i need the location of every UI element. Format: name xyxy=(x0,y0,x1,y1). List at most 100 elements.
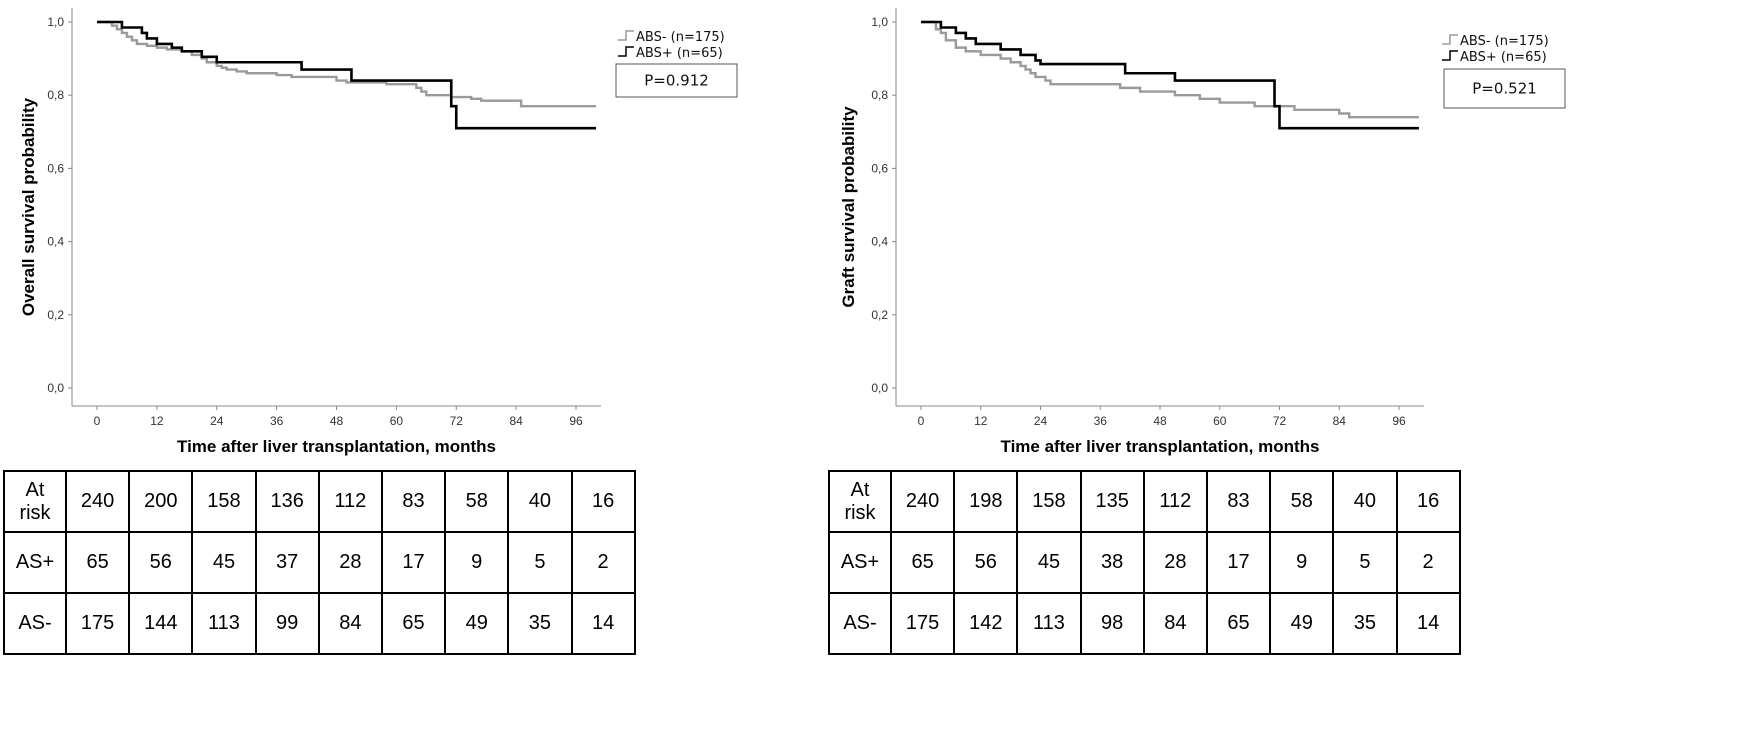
risk-cell: 40 xyxy=(1332,470,1398,533)
row-label: At risk xyxy=(3,470,67,533)
risk-cell: 112 xyxy=(1142,470,1208,533)
risk-cell: 175 xyxy=(64,592,131,655)
x-tick-label: 72 xyxy=(450,414,464,428)
row-label: AS+ xyxy=(3,531,67,594)
legend-label: ABS+ (n=65) xyxy=(1460,50,1547,65)
risk-cell: 38 xyxy=(1079,531,1145,594)
legend-swatch xyxy=(1442,50,1458,61)
y-tick-label: 0,6 xyxy=(47,161,64,175)
row-label: At risk xyxy=(828,470,892,533)
y-tick-label: 0,2 xyxy=(871,308,888,322)
legend-label: ABS+ (n=65) xyxy=(636,46,723,61)
risk-cell: 5 xyxy=(507,531,573,594)
risk-cell: 65 xyxy=(64,531,131,594)
risk-cell: 14 xyxy=(570,592,636,655)
legend-item: ABS+ (n=65) xyxy=(618,46,723,61)
x-tick-label: 12 xyxy=(974,414,988,428)
y-tick-label: 0,2 xyxy=(47,308,64,322)
x-axis-title: Time after liver transplantation, months xyxy=(177,437,496,456)
x-tick-label: 96 xyxy=(569,414,583,428)
risk-cell: 142 xyxy=(953,592,1019,655)
x-tick-label: 12 xyxy=(150,414,164,428)
legend-item: ABS- (n=175) xyxy=(618,30,725,45)
y-tick-label: 0,8 xyxy=(47,88,64,102)
x-tick-label: 72 xyxy=(1273,414,1287,428)
p-value-box xyxy=(615,63,738,98)
table-row: AS+ 65 56 45 38 28 17 9 5 2 xyxy=(828,531,1461,594)
x-tick-label: 96 xyxy=(1392,414,1406,428)
overall-risk-table: At risk 240 200 158 136 112 83 58 40 16 AS+ 65 56 45 3… xyxy=(3,470,636,655)
risk-cell: 37 xyxy=(254,531,320,594)
risk-cell: 113 xyxy=(1016,592,1082,655)
risk-cell: 58 xyxy=(1269,470,1335,533)
legend-swatch xyxy=(1442,34,1458,45)
risk-cell: 65 xyxy=(1205,592,1272,655)
x-tick-label: 0 xyxy=(918,414,925,428)
risk-cell: 16 xyxy=(1395,470,1461,533)
risk-cell: 35 xyxy=(1332,592,1398,655)
risk-cell: 200 xyxy=(128,470,194,533)
risk-cell: 83 xyxy=(1205,470,1272,533)
risk-cell: 99 xyxy=(254,592,320,655)
risk-cell: 9 xyxy=(444,531,510,594)
p-value-text: P=0.521 xyxy=(1472,80,1537,98)
abs-negative-survival-curve xyxy=(921,20,1419,119)
risk-cell: 240 xyxy=(889,470,956,533)
x-tick-label: 60 xyxy=(1213,414,1227,428)
abs-positive-survival-curve xyxy=(921,20,1419,130)
row-label: AS- xyxy=(3,592,67,655)
x-tick-label: 60 xyxy=(390,414,404,428)
risk-cell: 14 xyxy=(1395,592,1461,655)
y-tick-label: 1,0 xyxy=(47,15,64,29)
x-tick-label: 24 xyxy=(210,414,224,428)
risk-cell: 136 xyxy=(254,470,320,533)
x-tick-label: 24 xyxy=(1034,414,1048,428)
table-row: At risk 240 198 158 135 112 83 58 40 16 xyxy=(828,470,1461,533)
risk-cell: 158 xyxy=(1016,470,1082,533)
risk-cell: 9 xyxy=(1269,531,1335,594)
table-row: AS- 175 144 113 99 84 65 49 35 14 xyxy=(3,592,636,655)
risk-cell: 112 xyxy=(317,470,383,533)
table-row: AS+ 65 56 45 37 28 17 9 5 2 xyxy=(3,531,636,594)
p-value-text: P=0.912 xyxy=(644,72,709,90)
risk-cell: 175 xyxy=(889,592,956,655)
abs-negative-survival-curve xyxy=(97,20,596,108)
risk-cell: 198 xyxy=(953,470,1019,533)
legend-item: ABS+ (n=65) xyxy=(1442,50,1547,65)
risk-cell: 83 xyxy=(380,470,447,533)
y-tick-label: 0,0 xyxy=(47,381,64,395)
risk-cell: 49 xyxy=(444,592,510,655)
risk-cell: 65 xyxy=(889,531,956,594)
risk-cell: 28 xyxy=(1142,531,1208,594)
risk-cell: 45 xyxy=(1016,531,1082,594)
y-axis-title: Graft survival probability xyxy=(839,106,858,308)
overall-survival-chart: 0,0 0,2 0,4 0,6 0,8 1,0 0 12 24 36 48 60 72 84 96 Time … xyxy=(19,8,738,456)
y-tick-label: 0,4 xyxy=(47,235,64,249)
x-tick-label: 36 xyxy=(270,414,284,428)
risk-cell: 84 xyxy=(1142,592,1208,655)
risk-cell: 40 xyxy=(507,470,573,533)
x-tick-label: 48 xyxy=(1153,414,1167,428)
y-tick-label: 0,0 xyxy=(871,381,888,395)
risk-cell: 2 xyxy=(570,531,636,594)
legend-label: ABS- (n=175) xyxy=(636,30,725,45)
x-tick-label: 0 xyxy=(94,414,101,428)
table-row: At risk 240 200 158 136 112 83 58 40 16 xyxy=(3,470,636,533)
risk-cell: 56 xyxy=(953,531,1019,594)
y-axis-title: Overall survival probability xyxy=(19,97,38,316)
graft-survival-chart: 0,0 0,2 0,4 0,6 0,8 1,0 0 12 24 36 48 60 72 84 96 Time … xyxy=(839,8,1566,456)
x-tick-label: 36 xyxy=(1094,414,1108,428)
risk-cell: 144 xyxy=(128,592,194,655)
x-tick-label: 84 xyxy=(509,414,523,428)
y-tick-label: 0,4 xyxy=(871,235,888,249)
table-row: AS- 175 142 113 98 84 65 49 35 14 xyxy=(828,592,1461,655)
risk-cell: 35 xyxy=(507,592,573,655)
x-tick-label: 48 xyxy=(330,414,344,428)
y-tick-label: 0,6 xyxy=(871,161,888,175)
risk-cell: 158 xyxy=(191,470,257,533)
y-tick-label: 1,0 xyxy=(871,15,888,29)
risk-cell: 16 xyxy=(570,470,636,533)
abs-positive-survival-curve xyxy=(97,20,596,130)
graft-survival-panel: 0,0 0,2 0,4 0,6 0,8 1,0 0 12 24 36 48 60 72 84 96 Time … xyxy=(828,0,1748,729)
overall-survival-panel: 0,0 0,2 0,4 0,6 0,8 1,0 0 12 24 36 48 60 72 84 96 Time … xyxy=(3,8,738,655)
